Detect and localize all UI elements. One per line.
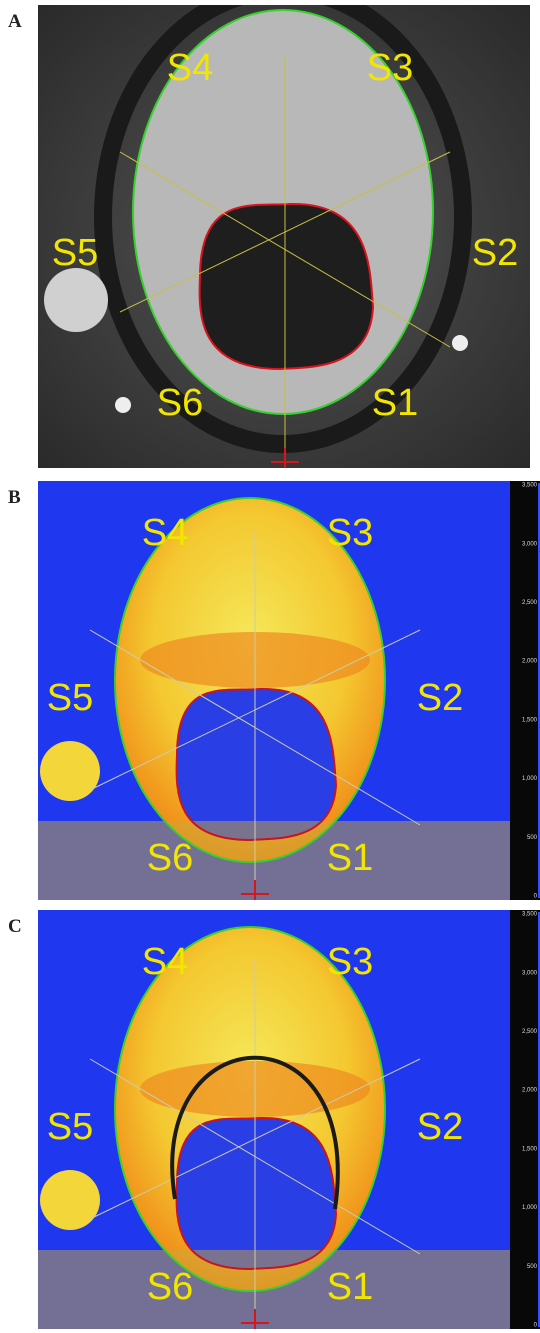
lumen (177, 1118, 336, 1269)
colorbar-tick-label: 500 (527, 1264, 538, 1270)
segment-label: S6 (147, 837, 193, 879)
image (38, 0, 530, 468)
segment-label: S4 (167, 47, 213, 89)
segment-label: S2 (472, 232, 518, 274)
colorbar-tick-label: 3,500 (522, 912, 538, 918)
segment-label: S2 (417, 1106, 463, 1148)
segment-label: S3 (367, 47, 413, 89)
segment-label: S6 (147, 1266, 193, 1308)
strip (38, 1250, 510, 1330)
blob (40, 741, 100, 801)
strip (38, 821, 510, 901)
panel-label: B (8, 487, 21, 508)
segment-label: S2 (417, 677, 463, 719)
colorbar-tick-label: 1,000 (522, 776, 538, 782)
figure: A S1 S2 S3 S4 S5 S6 B S1 S2 S3 S4 S5 S6 3,500 3,000 2,50… (0, 0, 540, 1333)
colorbar-tick-label: 500 (527, 835, 538, 841)
blob (40, 1170, 100, 1230)
segment-label: S1 (372, 382, 418, 424)
colorbar-tick-label: 2,000 (522, 1088, 538, 1094)
panel-label: C (8, 916, 22, 937)
dot (452, 335, 468, 351)
segment-label: S5 (47, 1106, 93, 1148)
image-panel: S1 S2 S3 S4 S5 S6 3,500 3,000 2,500 2,000 1,500 1,0… (38, 481, 540, 901)
segment-label: S1 (327, 1266, 373, 1308)
panel-label: A (8, 11, 22, 32)
colorbar-tick-label: 1,500 (522, 717, 538, 723)
segment-label: S6 (157, 382, 203, 424)
colorbar-tick-label: 1,000 (522, 1205, 538, 1211)
segment-label: S4 (142, 512, 188, 554)
page: A S1 S2 S3 S4 S5 S6 B S1 S2 S3 S4 S5 S6 3,500 3,000 2,50… (0, 0, 540, 1333)
colorbar-tick-label: 2,500 (522, 1029, 538, 1035)
segment-label: S1 (327, 837, 373, 879)
segment-label: S5 (52, 232, 98, 274)
image-panel: S1 S2 S3 S4 S5 S6 (38, 0, 530, 468)
segment-label: S5 (47, 677, 93, 719)
lumen (177, 689, 336, 840)
colorbar-tick-label: 2,000 (522, 659, 538, 665)
segment-label: S3 (327, 512, 373, 554)
colorbar-tick-label: 3,000 (522, 970, 538, 976)
colorbar-tick-label: 3,500 (522, 483, 538, 489)
colorbar-tick-label: 2,500 (522, 600, 538, 606)
colorbar-tick-label: 3,000 (522, 541, 538, 547)
segment-label: S4 (142, 941, 188, 983)
colorbar-tick-label: 1,500 (522, 1146, 538, 1152)
image-panel: S1 S2 S3 S4 S5 S6 3,500 3,000 2,500 2,000 1,500 1,0… (38, 910, 540, 1330)
blob (44, 268, 108, 332)
dot (115, 397, 131, 413)
segment-label: S3 (327, 941, 373, 983)
